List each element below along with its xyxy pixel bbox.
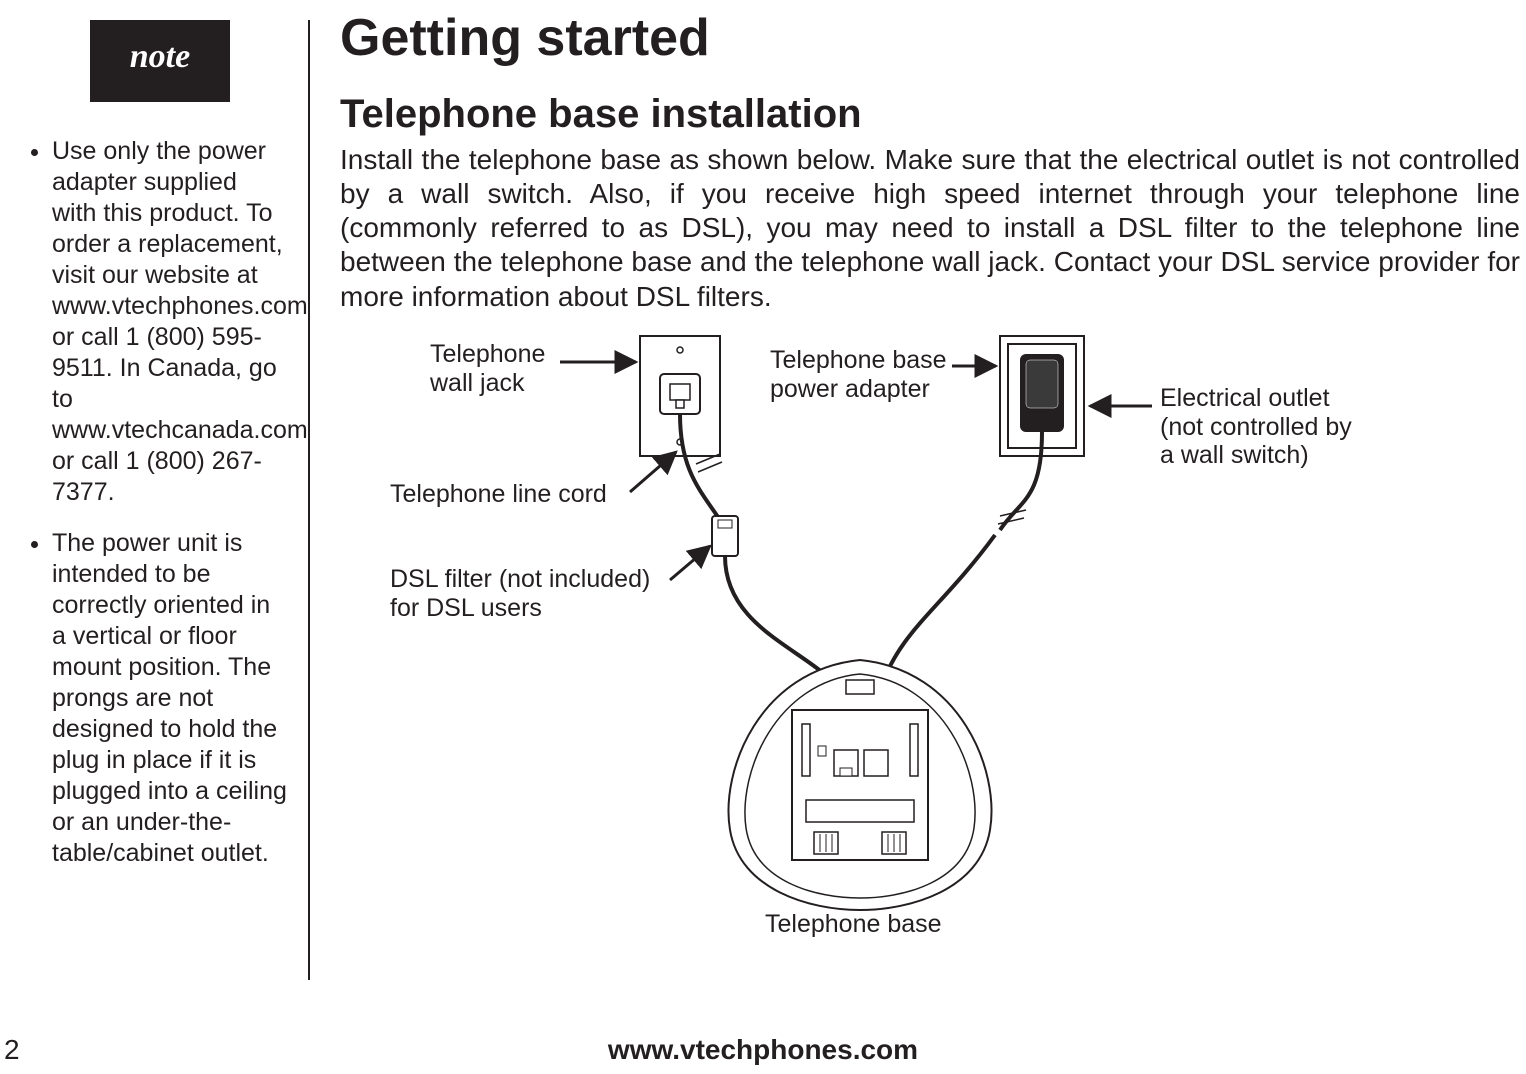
label-line-cord: Telephone line cord — [390, 480, 607, 509]
section-heading: Telephone base installation — [340, 92, 1520, 137]
label-electrical-outlet: Electrical outlet(not controlled bya wal… — [1160, 384, 1352, 470]
page-heading: Getting started — [340, 8, 1520, 68]
label-wall-jack: Telephonewall jack — [430, 340, 545, 398]
page-footer: 2 www.vtechphones.com — [0, 1034, 1526, 1066]
label-power-adapter: Telephone basepower adapter — [770, 346, 947, 404]
note-bullet-list: Use only the power adapter supplied with… — [30, 136, 288, 869]
body-paragraph: Install the telephone base as shown belo… — [340, 143, 1520, 314]
note-item: Use only the power adapter supplied with… — [52, 136, 288, 508]
label-dsl-filter: DSL filter (not included)for DSL users — [390, 565, 650, 623]
installation-diagram: Telephonewall jack Telephone line cord D… — [340, 330, 1460, 950]
note-sidebar: note Use only the power adapter supplied… — [30, 20, 310, 980]
main-content: Getting started Telephone base installat… — [340, 8, 1520, 950]
note-item: The power unit is intended to be correct… — [52, 528, 288, 869]
label-telephone-base: Telephone base — [765, 910, 942, 939]
document-page: note Use only the power adapter supplied… — [0, 0, 1526, 1074]
footer-url: www.vtechphones.com — [0, 1034, 1526, 1066]
page-number: 2 — [4, 1034, 20, 1066]
note-badge: note — [90, 20, 230, 102]
